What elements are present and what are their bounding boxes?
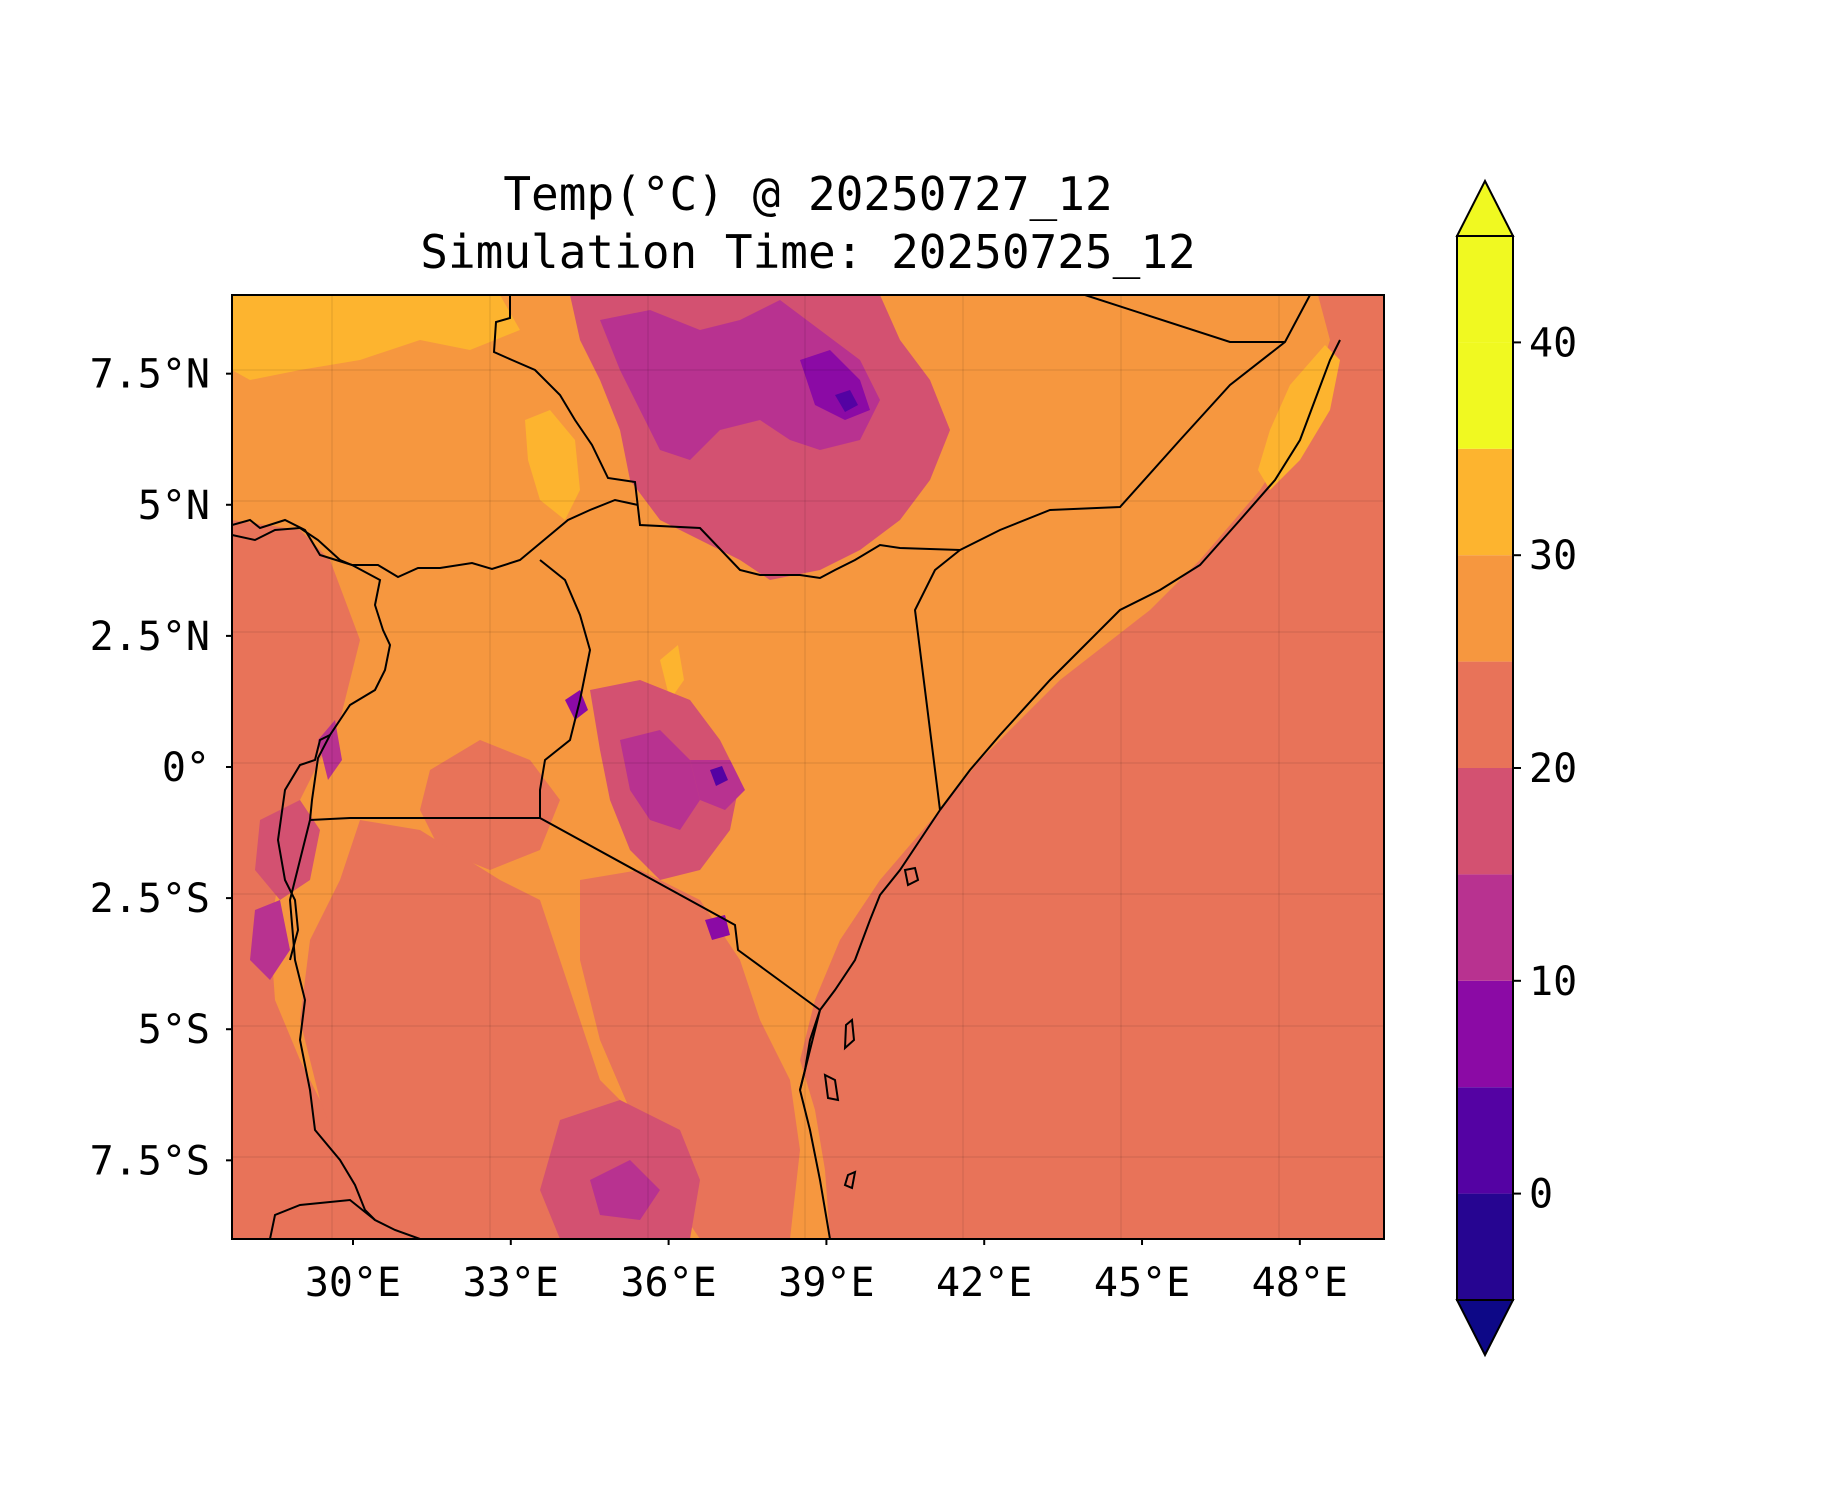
colorbar-bin (1457, 555, 1513, 662)
colorbar-tick-label: 10 (1529, 959, 1577, 1005)
colorbar-tick-label: 30 (1529, 533, 1577, 579)
land-mild-lakevictoria (420, 740, 560, 870)
land-hot-somalia-coast (1258, 345, 1340, 490)
colorbar-extend-under (1455, 1299, 1515, 1358)
x-tick-label: 36°E (620, 1260, 716, 1306)
gridlines (232, 295, 1384, 1239)
highland-kenya-cool (620, 730, 700, 830)
colorbar-bin (1457, 342, 1513, 449)
colorbar-tick-label: 40 (1529, 320, 1577, 366)
y-tick-label: 7.5°S (90, 1138, 210, 1184)
colorbar-bin (1457, 1087, 1513, 1194)
colorbar-bin (1457, 768, 1513, 875)
x-axis-ticks: 30°E 33°E 36°E 39°E 42°E 45°E 48°E (305, 1239, 1348, 1306)
highland-ethiopia-coldest (835, 390, 858, 412)
y-tick-label: 2.5°N (90, 614, 210, 660)
highland-rwenzori (318, 720, 342, 780)
highland-kivu (250, 900, 290, 980)
highland-kenya-coldest (710, 766, 728, 786)
colorbar-bin (1457, 1193, 1513, 1300)
y-tick-label: 2.5°S (90, 876, 210, 922)
x-tick-label: 30°E (305, 1260, 401, 1306)
colorbar-extend-over (1455, 178, 1515, 237)
y-tick-label: 5°S (138, 1007, 210, 1053)
country-borders (232, 295, 1341, 1239)
highland-rwanda (255, 800, 320, 900)
highland-kilimanjaro (705, 915, 730, 940)
x-tick-label: 48°E (1252, 1260, 1348, 1306)
y-axis-ticks: 7.5°N 5°N 2.5°N 0° 2.5°S 5°S 7.5°S (90, 352, 232, 1184)
temperature-map (232, 295, 1384, 1239)
y-tick-label: 0° (162, 745, 210, 791)
colorbar-bin (1457, 874, 1513, 981)
land-hot-sudan-lake (525, 410, 580, 520)
land-mild-southeast (580, 870, 800, 1239)
land-mild-west (232, 520, 380, 1239)
colorbar-tick-label: 20 (1529, 746, 1577, 792)
colorbar: 0 10 20 30 40 (1455, 178, 1577, 1358)
chart-title-line2: Simulation Time: 20250725_12 (420, 225, 1195, 279)
x-tick-label: 33°E (463, 1260, 559, 1306)
chart-title-line1: Temp(°C) @ 20250727_12 (503, 167, 1112, 221)
highland-ethiopia-cool (600, 300, 880, 460)
colorbar-bin (1457, 980, 1513, 1088)
colorbar-bin (1457, 236, 1513, 343)
colorbar-bin (1457, 448, 1513, 556)
y-tick-label: 7.5°N (90, 352, 210, 398)
x-tick-label: 39°E (778, 1260, 874, 1306)
x-tick-label: 45°E (1094, 1260, 1190, 1306)
highland-southern-tz-cool (590, 1160, 660, 1220)
coastline-islands (823, 866, 920, 1190)
y-tick-label: 5°N (138, 483, 210, 529)
x-tick-label: 42°E (936, 1260, 1032, 1306)
land-hot-north-west (232, 295, 520, 380)
colorbar-bin (1457, 661, 1513, 768)
colorbar-tick-label: 0 (1529, 1172, 1553, 1218)
highland-elgon (565, 690, 588, 720)
land-hot-kenya (660, 645, 684, 700)
